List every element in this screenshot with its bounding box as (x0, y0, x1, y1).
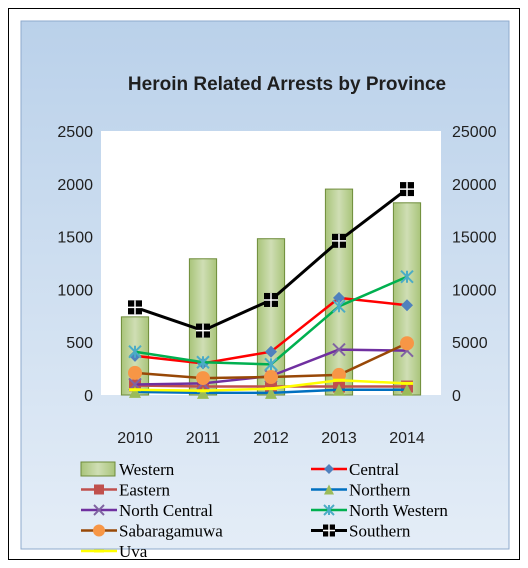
legend-item: North Western (311, 501, 448, 520)
right-tick-label: 10000 (452, 282, 497, 299)
data-point (197, 386, 209, 399)
legend-label: Southern (349, 522, 411, 541)
legend-item: Western (80, 460, 175, 479)
data-point (324, 464, 334, 474)
data-point (264, 370, 278, 385)
data-point (401, 299, 413, 312)
data-point-cross (196, 323, 210, 338)
legend-item: Central (311, 460, 399, 479)
data-point (93, 504, 105, 516)
legend-label: Eastern (119, 481, 170, 500)
data-point (196, 355, 210, 369)
data-point (333, 383, 345, 396)
data-point (332, 342, 346, 357)
left-tick-label: 1500 (57, 230, 93, 247)
data-point (265, 386, 277, 399)
legend-label: Central (349, 460, 399, 479)
data-point (323, 504, 335, 516)
right-tick-label: 25000 (452, 124, 497, 141)
chart-svg: Heroin Related Arrests by Province 0 500 1… (20, 20, 510, 561)
legend-label: Sabaragamuwa (119, 522, 223, 541)
legend-label: Uva (119, 542, 148, 561)
bar (392, 202, 422, 396)
data-point (264, 357, 278, 372)
legend-label: North Western (349, 501, 448, 520)
data-point (196, 371, 210, 386)
legend-item: Uva (81, 542, 148, 561)
data-point (400, 336, 414, 351)
left-tick-label: 2500 (57, 124, 93, 141)
data-point (128, 365, 142, 380)
data-point (129, 385, 141, 398)
x-axis: 2010 2011 2012 2013 2014 (117, 430, 425, 447)
data-point (332, 367, 346, 382)
legend-item: Southern (311, 522, 411, 541)
data-point (94, 484, 104, 495)
line-series-north-western (128, 270, 414, 372)
legend: Western Central Eastern Northern North Centr… (80, 460, 448, 561)
right-tick-label: 0 (452, 388, 461, 405)
data-point (333, 291, 345, 304)
data-point (128, 344, 142, 359)
x-tick-label: 2010 (117, 430, 153, 447)
data-point (332, 299, 346, 314)
line-series-uva (129, 378, 413, 393)
left-axis: 0 500 1000 1500 2000 2500 (57, 124, 93, 405)
data-point (400, 270, 414, 284)
x-tick-label: 2012 (253, 430, 289, 447)
chart-frame: Heroin Related Arrests by Province 0 500 1… (8, 8, 520, 561)
legend-item: North Central (81, 501, 213, 520)
chart-title: Heroin Related Arrests by Province (128, 74, 446, 95)
legend-item: Sabaragamuwa (81, 522, 223, 541)
right-tick-label: 15000 (452, 230, 497, 247)
line-series (128, 182, 414, 399)
data-point (324, 484, 334, 495)
line-series-sabaragamuwa (128, 336, 414, 386)
legend-label: Western (119, 460, 175, 479)
x-tick-label: 2014 (389, 430, 425, 447)
data-point-cross (400, 182, 414, 197)
data-point-cross (323, 524, 335, 537)
legend-label: Northern (349, 481, 411, 500)
legend-swatch (80, 461, 116, 477)
data-point-cross (128, 300, 142, 315)
left-tick-label: 2000 (57, 177, 93, 194)
line-series-northern (129, 383, 413, 399)
line-series-southern (128, 182, 414, 338)
legend-item: Eastern (81, 481, 170, 500)
legend-item: Northern (311, 481, 411, 500)
data-point (401, 383, 413, 396)
data-point (265, 345, 277, 358)
data-point-cross (332, 233, 346, 248)
x-tick-label: 2011 (186, 430, 221, 447)
data-point-cross (264, 292, 278, 307)
right-axis: 0 5000 10000 15000 20000 25000 (452, 124, 497, 405)
right-tick-label: 20000 (452, 177, 497, 194)
data-point (93, 524, 105, 537)
right-tick-label: 5000 (452, 335, 488, 352)
left-tick-label: 500 (66, 335, 93, 352)
left-tick-label: 1000 (57, 282, 93, 299)
left-tick-label: 0 (84, 388, 93, 405)
legend-label: North Central (119, 501, 213, 520)
x-tick-label: 2013 (321, 430, 357, 447)
